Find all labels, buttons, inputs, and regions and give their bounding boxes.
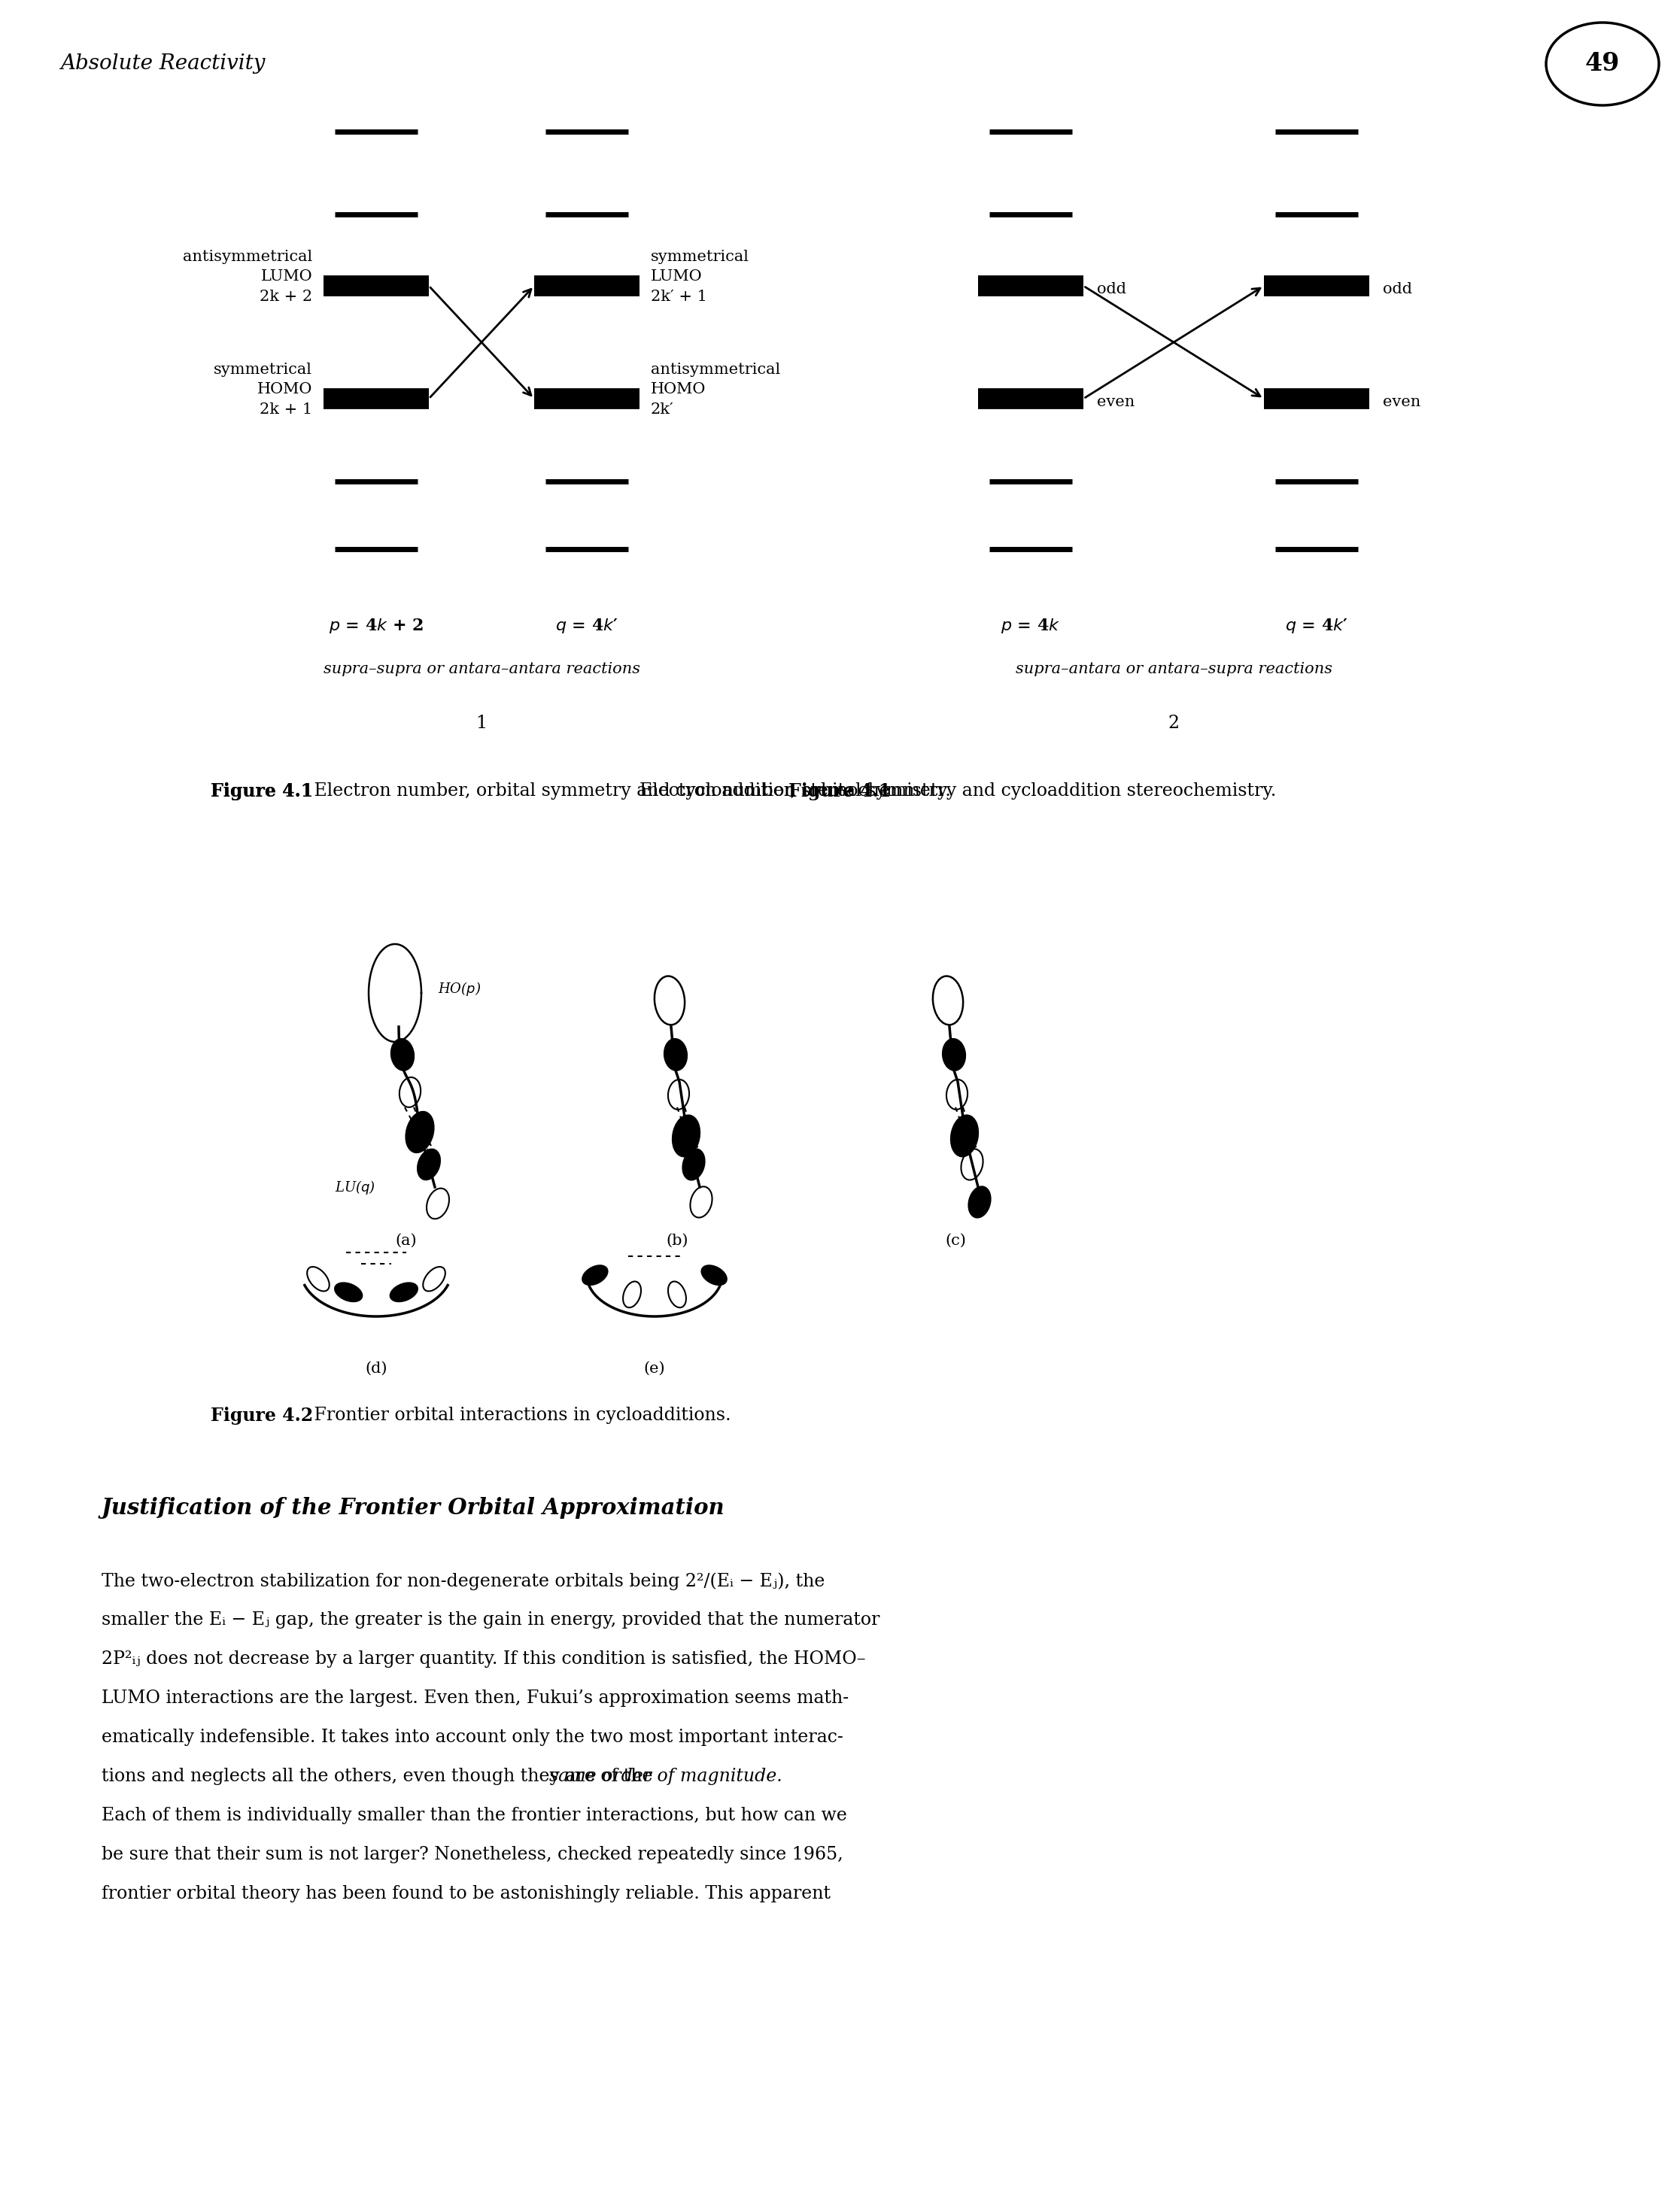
Text: Electron number, orbital symmetry and cycloaddition stereochemistry.: Electron number, orbital symmetry and cy… <box>297 783 951 800</box>
Text: 2: 2 <box>1168 715 1179 732</box>
Ellipse shape <box>682 1150 704 1180</box>
Text: even: even <box>1097 396 1134 409</box>
Text: Frontier orbital interactions in cycloadditions.: Frontier orbital interactions in cycload… <box>297 1406 731 1423</box>
Text: frontier orbital theory has been found to be astonishingly reliable. This appare: frontier orbital theory has been found t… <box>101 1884 830 1902</box>
Text: 2k′: 2k′ <box>650 402 674 418</box>
Text: symmetrical: symmetrical <box>650 249 749 265</box>
Text: $p$ = 4$k$: $p$ = 4$k$ <box>1001 616 1060 634</box>
Text: (c): (c) <box>944 1233 966 1248</box>
Text: (a): (a) <box>395 1233 417 1248</box>
Ellipse shape <box>407 1113 433 1152</box>
Text: 49: 49 <box>1584 52 1620 77</box>
Ellipse shape <box>942 1038 966 1071</box>
Text: odd: odd <box>1383 282 1413 297</box>
Text: supra–antara or antara–supra reactions: supra–antara or antara–supra reactions <box>1015 662 1332 675</box>
Text: Figure 4.1: Figure 4.1 <box>788 783 890 800</box>
Ellipse shape <box>672 1115 699 1156</box>
Text: ematically indefensible. It takes into account only the two most important inter: ematically indefensible. It takes into a… <box>101 1729 843 1747</box>
Text: (b): (b) <box>665 1233 689 1248</box>
Text: 2k + 2: 2k + 2 <box>259 289 312 304</box>
Ellipse shape <box>390 1283 418 1301</box>
Text: Absolute Reactivity: Absolute Reactivity <box>60 55 265 74</box>
Text: be sure that their sum is not larger? Nonetheless, checked repeatedly since 1965: be sure that their sum is not larger? No… <box>101 1845 843 1862</box>
Text: LUMO: LUMO <box>650 269 702 284</box>
Text: 1: 1 <box>475 715 487 732</box>
Text: 2k + 1: 2k + 1 <box>259 402 312 418</box>
Text: The two-electron stabilization for non-degenerate orbitals being 2²/(Eᵢ − Eⱼ), t: The two-electron stabilization for non-d… <box>101 1572 825 1589</box>
Text: LUMO interactions are the largest. Even then, Fukui’s approximation seems math-: LUMO interactions are the largest. Even … <box>101 1690 848 1707</box>
Text: LU($q$): LU($q$) <box>334 1178 375 1196</box>
Text: $q$ = 4$k$′: $q$ = 4$k$′ <box>1285 616 1347 634</box>
Text: (d): (d) <box>365 1362 388 1375</box>
Text: Figure 4.1   Electron number, orbital symmetry and cycloaddition stereochemistry: Figure 4.1 Electron number, orbital symm… <box>465 783 1213 800</box>
Text: Figure 4.2: Figure 4.2 <box>210 1406 312 1425</box>
Polygon shape <box>368 944 422 1043</box>
Text: HO($p$): HO($p$) <box>438 982 480 997</box>
Ellipse shape <box>391 1038 413 1071</box>
Text: symmetrical: symmetrical <box>213 363 312 376</box>
Ellipse shape <box>951 1115 978 1156</box>
Text: 2P²ᵢⱼ does not decrease by a larger quantity. If this condition is satisfied, th: 2P²ᵢⱼ does not decrease by a larger quan… <box>101 1650 865 1668</box>
Text: $p$ = 4$k$ + 2: $p$ = 4$k$ + 2 <box>329 616 423 634</box>
Text: antisymmetrical: antisymmetrical <box>650 363 781 376</box>
Ellipse shape <box>418 1150 440 1180</box>
Text: Figure 4.1: Figure 4.1 <box>210 783 312 800</box>
Text: Figure 4.1   Electron number, orbital symmetry and cycloaddition stereochemistry: Figure 4.1 Electron number, orbital symm… <box>210 783 958 800</box>
Text: same order of magnitude.: same order of magnitude. <box>549 1768 783 1786</box>
Text: Justification of the Frontier Orbital Approximation: Justification of the Frontier Orbital Ap… <box>101 1497 726 1519</box>
Text: odd: odd <box>1097 282 1126 297</box>
Text: antisymmetrical: antisymmetrical <box>183 249 312 265</box>
Text: HOMO: HOMO <box>650 383 706 396</box>
Text: Figure 4.1: Figure 4.1 <box>210 783 312 800</box>
Text: smaller the Eᵢ − Eⱼ gap, the greater is the gain in energy, provided that the nu: smaller the Eᵢ − Eⱼ gap, the greater is … <box>101 1611 880 1629</box>
Text: tions and neglects all the others, even though they are of the: tions and neglects all the others, even … <box>101 1768 659 1786</box>
Ellipse shape <box>334 1283 363 1301</box>
Ellipse shape <box>969 1187 991 1218</box>
Text: LUMO: LUMO <box>260 269 312 284</box>
Text: $q$ = 4$k$′: $q$ = 4$k$′ <box>556 616 618 634</box>
Text: supra–supra or antara–antara reactions: supra–supra or antara–antara reactions <box>323 662 640 675</box>
Ellipse shape <box>702 1266 727 1285</box>
Text: Each of them is individually smaller than the frontier interactions, but how can: Each of them is individually smaller tha… <box>101 1808 847 1823</box>
Text: HOMO: HOMO <box>257 383 312 396</box>
Text: (e): (e) <box>643 1362 665 1375</box>
Text: Electron number, orbital symmetry and cycloaddition stereochemistry.: Electron number, orbital symmetry and cy… <box>403 783 1277 800</box>
Text: 2k′ + 1: 2k′ + 1 <box>650 289 707 304</box>
Ellipse shape <box>583 1266 608 1285</box>
Text: even: even <box>1383 396 1421 409</box>
Ellipse shape <box>664 1038 687 1071</box>
